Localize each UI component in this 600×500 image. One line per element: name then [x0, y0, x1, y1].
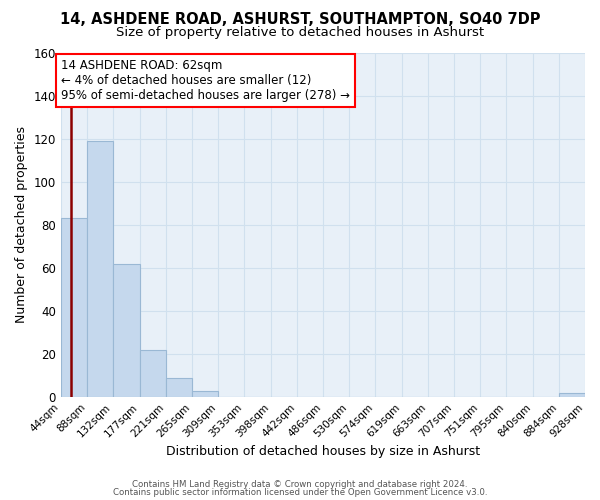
Text: Contains HM Land Registry data © Crown copyright and database right 2024.: Contains HM Land Registry data © Crown c… [132, 480, 468, 489]
Text: 14, ASHDENE ROAD, ASHURST, SOUTHAMPTON, SO40 7DP: 14, ASHDENE ROAD, ASHURST, SOUTHAMPTON, … [60, 12, 540, 28]
Bar [140, 350, 166, 397]
X-axis label: Distribution of detached houses by size in Ashurst: Distribution of detached houses by size … [166, 444, 480, 458]
Y-axis label: Number of detached properties: Number of detached properties [15, 126, 28, 324]
Bar [113, 264, 140, 397]
Bar [61, 218, 87, 397]
Bar [192, 391, 218, 397]
Text: Contains public sector information licensed under the Open Government Licence v3: Contains public sector information licen… [113, 488, 487, 497]
Bar [166, 378, 192, 397]
Bar [559, 393, 585, 397]
Text: 14 ASHDENE ROAD: 62sqm
← 4% of detached houses are smaller (12)
95% of semi-deta: 14 ASHDENE ROAD: 62sqm ← 4% of detached … [61, 59, 350, 102]
Bar [87, 141, 113, 397]
Text: Size of property relative to detached houses in Ashurst: Size of property relative to detached ho… [116, 26, 484, 39]
